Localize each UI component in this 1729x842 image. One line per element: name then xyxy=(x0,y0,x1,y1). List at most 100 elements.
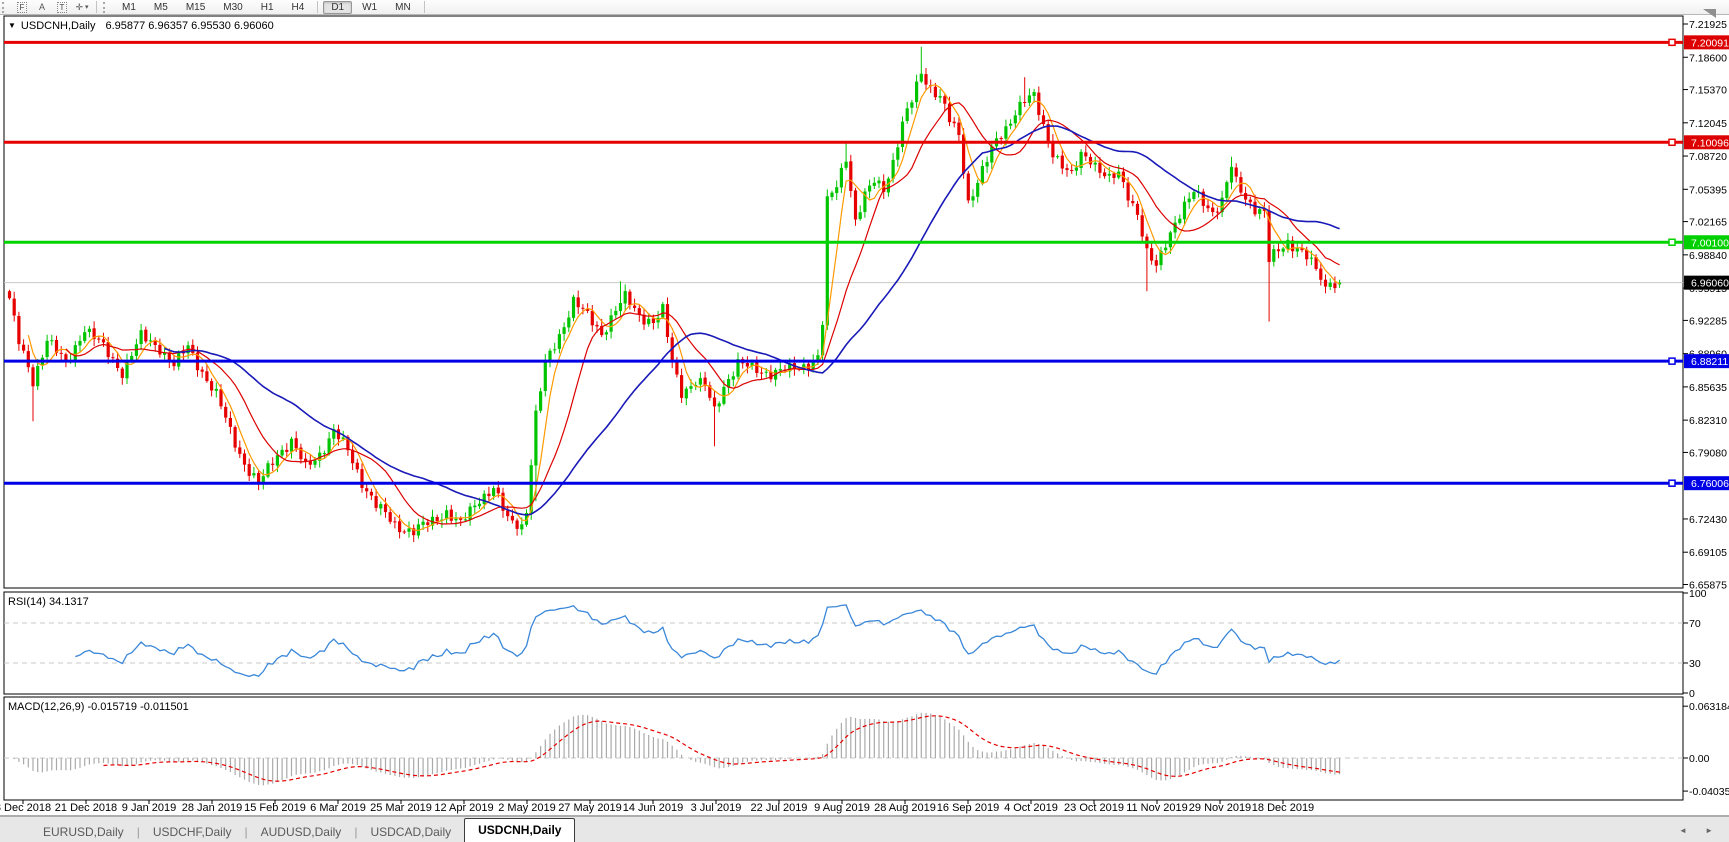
timeframe-button-m5[interactable]: M5 xyxy=(153,1,168,13)
candle-body xyxy=(459,518,463,520)
candle-body xyxy=(647,318,651,325)
candle-body xyxy=(722,386,726,404)
timeframe-button-w1[interactable]: W1 xyxy=(362,1,378,13)
text-label-icon[interactable]: T xyxy=(54,1,70,14)
timeframe-button-m1[interactable]: M1 xyxy=(122,1,136,13)
symbol-tab-bar: EURUSD,Daily | USDCHF,Daily | AUDUSD,Daily | U… xyxy=(0,815,1729,842)
price-chart-canvas[interactable]: 7.21925 7.18600 7.15370 7.12045 7.08720 7.053… xyxy=(0,15,1729,815)
candle-body xyxy=(553,349,557,351)
candle-body xyxy=(1276,249,1281,252)
price-axis-label: 6.65875 xyxy=(1689,580,1727,592)
price-axis-label: 6.92285 xyxy=(1689,315,1727,327)
candle-body xyxy=(1253,201,1257,215)
tab-usdcnh[interactable]: USDCNH,Daily xyxy=(464,818,576,842)
candle-body xyxy=(971,196,975,201)
candle-body xyxy=(1248,199,1252,203)
text-annotation-icon[interactable]: A xyxy=(38,1,45,12)
rsi-axis-label: 70 xyxy=(1689,618,1701,630)
date-axis-label: 9 Aug 2019 xyxy=(814,802,870,814)
candle-body xyxy=(1229,166,1234,183)
candle-body xyxy=(717,403,721,407)
candle-body xyxy=(148,340,153,342)
candle-body xyxy=(59,352,63,354)
candle-body xyxy=(482,493,486,505)
level-handle[interactable] xyxy=(1668,38,1676,47)
timeframe-button-m15[interactable]: M15 xyxy=(185,1,206,13)
candle-body xyxy=(289,438,294,452)
chart-shift-icon[interactable] xyxy=(1703,9,1716,18)
tab-scroll-arrows[interactable]: ◄ ► xyxy=(1678,826,1721,835)
date-axis-label: 9 Jan 2019 xyxy=(122,802,176,814)
candle-body xyxy=(1112,173,1116,178)
tab-audusd[interactable]: AUDUSD,Daily xyxy=(260,825,342,839)
candle-body xyxy=(379,504,383,509)
candle-body xyxy=(1070,170,1074,171)
timeframe-button-d1[interactable]: D1 xyxy=(323,0,353,14)
candle-body xyxy=(1333,283,1337,289)
candle-body xyxy=(915,81,919,103)
candle-body xyxy=(22,344,26,351)
level-handle[interactable] xyxy=(1668,357,1676,365)
candle-body xyxy=(7,291,12,299)
tab-eurusd[interactable]: EURUSD,Daily xyxy=(43,825,124,839)
ma-medium-line xyxy=(65,102,1340,525)
candle-body xyxy=(557,334,561,349)
timeframe-button-h4[interactable]: H4 xyxy=(291,1,305,13)
candle-body xyxy=(788,363,792,372)
dotted-frame-icon[interactable]: F xyxy=(14,1,30,14)
candle-body xyxy=(1159,250,1163,266)
candle-body xyxy=(1234,167,1238,177)
candle-body xyxy=(1300,248,1304,251)
toolbar-separator xyxy=(317,0,319,13)
candle-body xyxy=(736,359,740,377)
chart-window[interactable]: 7.21925 7.18600 7.15370 7.12045 7.08720 7.053… xyxy=(0,9,1729,815)
timeframe-button-mn[interactable]: MN xyxy=(395,1,411,13)
toolbar-grip[interactable] xyxy=(103,1,110,13)
date-axis-label: 6 Mar 2019 xyxy=(310,802,366,814)
candle-body xyxy=(1046,124,1050,142)
tab-usdcad[interactable]: USDCAD,Daily xyxy=(370,825,452,839)
tab-usdchf[interactable]: USDCHF,Daily xyxy=(152,825,232,839)
candle-body xyxy=(271,463,275,465)
candle-body xyxy=(872,182,876,186)
candle-body xyxy=(144,329,148,342)
rsi-axis-label: 100 xyxy=(1689,588,1707,600)
candle-body xyxy=(858,212,862,219)
candle-body xyxy=(341,437,345,439)
candle-body xyxy=(506,510,510,517)
draw-tools-icon[interactable]: ✛ ▾ xyxy=(75,1,89,12)
price-axis-label: 7.08720 xyxy=(1689,151,1727,163)
candle-body xyxy=(492,488,496,496)
candle-body xyxy=(1281,248,1285,252)
candle-body xyxy=(1150,248,1154,261)
price-axis-label: 7.02165 xyxy=(1689,217,1727,229)
tab-separator: | xyxy=(244,825,248,839)
candle-body xyxy=(322,453,326,455)
level-handle[interactable] xyxy=(1668,479,1676,487)
candle-body xyxy=(1041,115,1046,125)
candle-body xyxy=(1244,193,1248,200)
candle-body xyxy=(233,427,237,448)
candle-body xyxy=(1309,257,1313,259)
candle-body xyxy=(642,314,646,325)
toolbar-grip[interactable] xyxy=(2,1,9,13)
candle-body xyxy=(167,352,171,362)
candle-body xyxy=(1187,198,1191,203)
candle-body xyxy=(1037,92,1041,115)
timeframe-button-m30[interactable]: M30 xyxy=(223,1,243,13)
macd-axis-label: -0.040355 xyxy=(1689,786,1729,798)
level-handle[interactable] xyxy=(1668,238,1676,246)
candle-body xyxy=(524,513,529,525)
timeframe-button-h1[interactable]: H1 xyxy=(260,1,274,13)
candle-body xyxy=(17,316,21,345)
candle-body xyxy=(1178,218,1182,224)
rsi-panel-frame xyxy=(3,591,1684,695)
candle-body xyxy=(727,379,731,388)
candle-body xyxy=(1103,172,1107,177)
price-badge-label: 6.88211 xyxy=(1691,356,1728,368)
candle-body xyxy=(985,162,989,167)
candle-body xyxy=(153,340,157,345)
level-handle[interactable] xyxy=(1668,138,1676,147)
collapse-triangle-icon[interactable]: ▼ xyxy=(8,21,16,30)
date-axis-label: 18 Dec 2019 xyxy=(1252,802,1314,814)
